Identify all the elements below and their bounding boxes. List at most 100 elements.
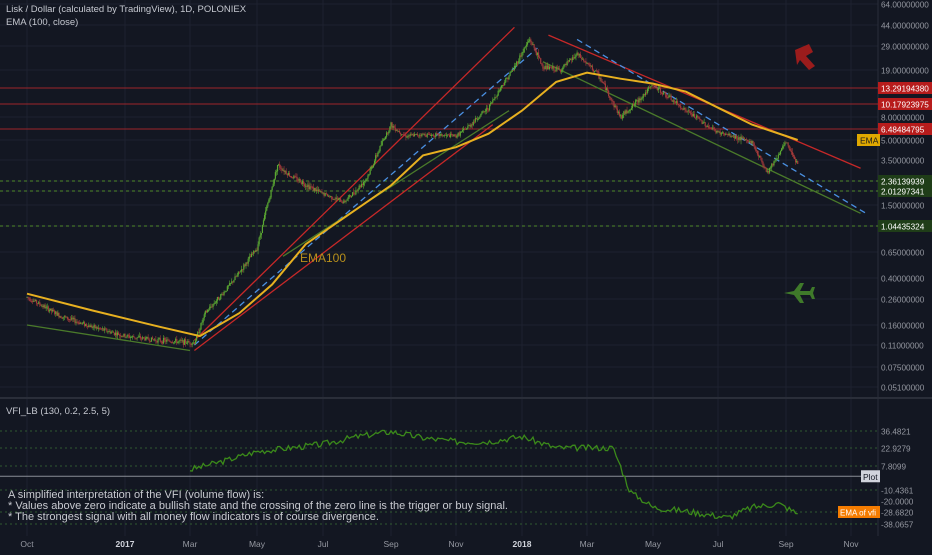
candle-body bbox=[73, 318, 75, 320]
candle-body bbox=[297, 180, 299, 182]
price-tick-label: 1.50000000 bbox=[881, 202, 925, 211]
candles bbox=[26, 36, 799, 348]
candle-body bbox=[265, 210, 267, 216]
candle-body bbox=[550, 66, 552, 68]
candle-body bbox=[733, 135, 736, 139]
candle-body bbox=[378, 151, 380, 153]
candle-body bbox=[672, 100, 674, 102]
candle-body bbox=[493, 99, 495, 100]
candle-body bbox=[483, 111, 485, 113]
candle-body bbox=[793, 156, 796, 159]
candle-body bbox=[503, 85, 505, 86]
note-line: * Values above zero indicate a bullish s… bbox=[8, 500, 508, 512]
candle-body bbox=[107, 331, 109, 333]
candle-body bbox=[727, 134, 729, 136]
candle-body bbox=[760, 155, 762, 158]
candle-body bbox=[773, 161, 775, 166]
candle-body bbox=[225, 290, 227, 292]
candle-body bbox=[561, 70, 563, 72]
candle-body bbox=[299, 178, 301, 183]
time-tick-label: Nov bbox=[843, 539, 859, 549]
candle-body bbox=[184, 339, 187, 344]
candle-body bbox=[407, 135, 409, 137]
candle-body bbox=[296, 176, 298, 181]
candle-body bbox=[346, 199, 348, 201]
candle-body bbox=[51, 309, 54, 312]
candle-body bbox=[190, 344, 192, 345]
candle-body bbox=[269, 197, 271, 200]
vfi-tick-label: -28.6820 bbox=[881, 509, 914, 518]
candle-body bbox=[729, 133, 731, 137]
candle-body bbox=[774, 160, 776, 162]
candle-body bbox=[256, 250, 258, 251]
candle-body bbox=[62, 317, 64, 319]
candle-body bbox=[358, 185, 360, 190]
candle-body bbox=[772, 163, 774, 166]
candle-body bbox=[498, 90, 500, 92]
candle-body bbox=[426, 133, 428, 137]
candle-body bbox=[599, 78, 601, 79]
price-axis[interactable]: 64.00000000 44.00000000 29.00000000 19.0000… bbox=[838, 1, 932, 530]
candle-body bbox=[239, 271, 242, 273]
candle-body bbox=[614, 105, 616, 108]
note-line: * The strongest signal with all money fl… bbox=[8, 511, 379, 523]
candle-body bbox=[474, 117, 477, 122]
candle-body bbox=[279, 164, 281, 168]
candle-body bbox=[219, 298, 221, 300]
ema-indicator-legend[interactable]: EMA (100, close) bbox=[6, 17, 79, 28]
candle-body bbox=[74, 318, 76, 323]
candle-body bbox=[306, 185, 308, 187]
price-tick-label: 0.65000000 bbox=[881, 249, 925, 258]
candle-body bbox=[766, 170, 768, 172]
candle-body bbox=[288, 173, 291, 177]
candle-body bbox=[217, 296, 220, 300]
candle-body bbox=[711, 127, 713, 129]
candle-body bbox=[770, 167, 772, 169]
symbol-title[interactable]: Lisk / Dollar (calculated by TradingView… bbox=[6, 4, 247, 15]
candle-body bbox=[396, 130, 398, 132]
candle-body bbox=[634, 104, 636, 106]
candle-body bbox=[331, 196, 333, 200]
candle-body bbox=[58, 313, 60, 318]
time-axis[interactable]: Oct 2017 Mar May Jul Sep Nov 2018 Mar May Jul Sep No… bbox=[0, 536, 932, 550]
candle-body bbox=[192, 342, 194, 344]
candle-body bbox=[763, 165, 765, 168]
candle-body bbox=[457, 132, 459, 136]
candle-body bbox=[796, 161, 798, 163]
candle-body bbox=[209, 306, 211, 310]
candle-body bbox=[249, 256, 252, 258]
candle-body bbox=[204, 310, 206, 315]
candle-body bbox=[398, 130, 401, 133]
vfi-indicator-legend[interactable]: VFI_LB (130, 0.2, 2.5, 5) bbox=[6, 406, 111, 417]
candle-body bbox=[330, 196, 332, 197]
candle-body bbox=[193, 342, 195, 345]
uptrend-dashed-line bbox=[193, 47, 538, 346]
candle-body bbox=[404, 134, 406, 136]
candle-body bbox=[674, 101, 676, 103]
candle-body bbox=[524, 46, 526, 48]
candle-body bbox=[699, 118, 701, 120]
candle-body bbox=[314, 187, 317, 192]
candle-body bbox=[779, 151, 782, 155]
candle-body bbox=[525, 44, 528, 47]
candle-body bbox=[170, 342, 172, 343]
candle-body bbox=[293, 176, 295, 179]
candle-body bbox=[788, 145, 790, 149]
candle-body bbox=[199, 329, 201, 334]
candle-body bbox=[64, 316, 66, 317]
candle-body bbox=[198, 331, 200, 334]
candle-body bbox=[226, 286, 228, 291]
candle-body bbox=[567, 61, 569, 63]
price-tick-label: 8.00000000 bbox=[881, 114, 925, 123]
candle-body bbox=[526, 42, 529, 45]
candle-body bbox=[473, 121, 475, 123]
candle-body bbox=[494, 96, 496, 100]
candle-body bbox=[115, 332, 118, 336]
candle-body bbox=[477, 119, 479, 120]
candle-body bbox=[235, 276, 237, 278]
candle-body bbox=[542, 64, 544, 69]
candle-body bbox=[510, 71, 512, 73]
candle-body bbox=[146, 337, 148, 338]
